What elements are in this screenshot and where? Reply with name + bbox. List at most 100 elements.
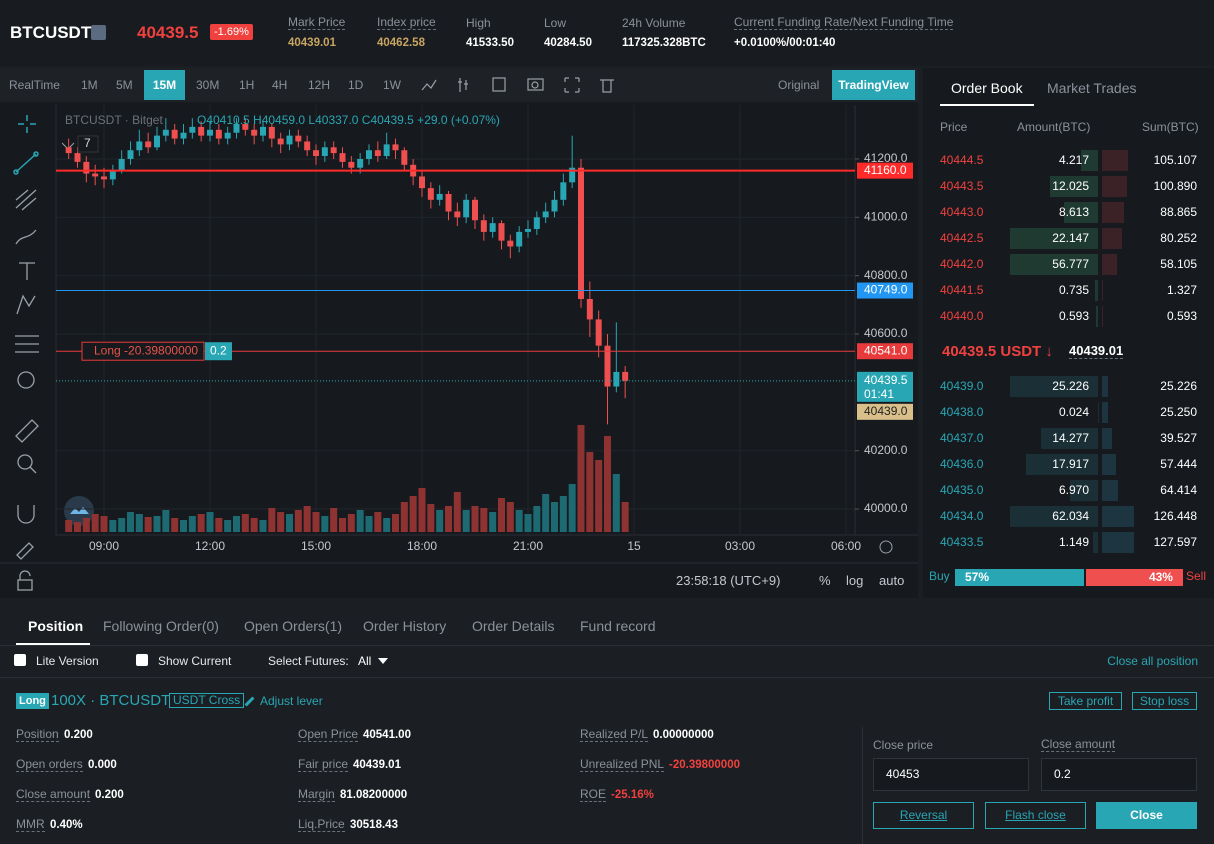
field-label: Open Price	[298, 727, 359, 742]
amount-depth-bar	[1010, 376, 1098, 397]
flash-close-button[interactable]: Flash close	[985, 802, 1086, 829]
book-amount: 6.970	[1058, 483, 1089, 497]
candle-body	[171, 129, 178, 139]
auto-toggle[interactable]: auto	[879, 573, 905, 588]
book-amount: 56.777	[1052, 257, 1089, 271]
adjust-lever[interactable]: Adjust lever	[260, 694, 323, 708]
book-price[interactable]: 40443.0	[940, 205, 984, 219]
book-price[interactable]: 40442.5	[940, 231, 984, 245]
volume-bar	[542, 494, 550, 532]
interval-button[interactable]: 12H	[308, 78, 331, 92]
candle-body	[321, 147, 328, 157]
book-price[interactable]: 40437.0	[940, 431, 984, 445]
futures-select[interactable]: All	[358, 654, 372, 668]
close-all[interactable]: Close all position	[1107, 654, 1198, 668]
interval-button[interactable]: 1D	[348, 78, 364, 92]
y-tick-label: 40800.0	[864, 268, 908, 282]
interval-button[interactable]: 1M	[81, 78, 98, 92]
book-amount: 0.024	[1058, 405, 1089, 419]
book-price[interactable]: 40435.0	[940, 483, 984, 497]
amount-depth-bar	[1063, 202, 1098, 223]
interval-button[interactable]: 1H	[239, 78, 255, 92]
close-price-input[interactable]: 40453	[873, 758, 1029, 791]
mid-price: 40439.5 USDT ↓	[942, 343, 1053, 360]
position-tab[interactable]: Order Details	[472, 618, 555, 634]
volume-bar	[65, 520, 73, 532]
interval-button[interactable]: RealTime	[9, 78, 60, 92]
column-header: Price	[940, 120, 968, 134]
book-tab[interactable]: Market Trades	[1047, 80, 1137, 96]
sum-depth-bar	[1102, 428, 1112, 449]
position-tab[interactable]: Fund record	[580, 618, 656, 634]
amount-depth-bar	[1010, 254, 1098, 275]
position-tab[interactable]: Position	[28, 618, 84, 634]
candle-body	[401, 150, 408, 165]
volume-bar	[577, 425, 585, 532]
volume-bar	[559, 496, 567, 532]
symbol: BTCUSDT	[10, 23, 92, 42]
y-tick-label: 40000.0	[864, 501, 908, 515]
book-price[interactable]: 40439.0	[940, 379, 984, 393]
book-sum: 25.250	[1160, 405, 1197, 419]
stat-label: High	[466, 16, 491, 30]
book-price[interactable]: 40444.5	[940, 153, 984, 167]
toolbar-icons[interactable]	[421, 77, 614, 93]
close-amount-input[interactable]: 0.2	[1041, 758, 1197, 791]
book-amount: 17.917	[1052, 457, 1089, 471]
candle-body	[569, 167, 576, 183]
reversal-button[interactable]: Reversal	[873, 802, 974, 829]
position-label: Long -20.39800000	[94, 343, 198, 357]
book-tab[interactable]: Order Book	[951, 80, 1023, 96]
book-price[interactable]: 40441.5	[940, 283, 984, 297]
book-sum: 1.327	[1166, 283, 1197, 297]
close-button[interactable]: Close	[1096, 802, 1197, 829]
symbol-dropdown[interactable]	[91, 25, 106, 40]
position-tab[interactable]: Order History	[363, 618, 447, 634]
x-tick-label: 03:00	[725, 539, 755, 553]
stop-loss[interactable]: Stop loss	[1132, 692, 1197, 710]
book-price[interactable]: 40433.5	[940, 535, 984, 549]
log-toggle[interactable]: log	[846, 573, 864, 588]
book-price[interactable]: 40442.0	[940, 257, 984, 271]
settings-icon[interactable]	[879, 540, 893, 554]
interval-button[interactable]: 15M	[144, 70, 185, 100]
view-button[interactable]: TradingView	[832, 70, 915, 100]
book-price[interactable]: 40440.0	[940, 309, 984, 323]
price-line-label: 41160.0	[864, 163, 907, 177]
tool-icons[interactable]	[15, 189, 39, 591]
percent-toggle[interactable]: %	[819, 573, 831, 588]
volume-bar	[604, 436, 611, 532]
position-tab[interactable]: Open Orders(1)	[244, 618, 343, 634]
candle-body	[215, 129, 222, 139]
volume-bar	[427, 504, 435, 532]
candle-body	[251, 129, 258, 136]
volume-bar	[551, 502, 558, 532]
interval-button[interactable]: 4H	[272, 78, 288, 92]
interval-button[interactable]: 30M	[196, 78, 220, 92]
take-profit[interactable]: Take profit	[1049, 692, 1122, 710]
field-label: Open orders	[16, 757, 83, 772]
candle-body	[525, 228, 531, 232]
candle-body	[383, 144, 390, 157]
drawing-tools[interactable]	[13, 115, 39, 175]
book-price[interactable]: 40438.0	[940, 405, 984, 419]
checkbox[interactable]	[136, 654, 148, 666]
chart-legend: BTCUSDT · Bitget	[65, 113, 163, 127]
interval-button[interactable]: 5M	[116, 78, 133, 92]
candle-body	[551, 199, 558, 212]
volume-bar	[91, 514, 99, 532]
position-tab[interactable]: Following Order(0)	[103, 618, 219, 634]
checkbox[interactable]	[14, 654, 26, 666]
amount-depth-bar	[1070, 480, 1098, 501]
candle-body	[189, 126, 196, 133]
book-price[interactable]: 40443.5	[940, 179, 984, 193]
candle-body	[578, 167, 584, 299]
position-size: 0.2	[210, 343, 227, 357]
view-button[interactable]: Original	[778, 78, 820, 92]
volume-bar	[127, 512, 134, 532]
book-price[interactable]: 40436.0	[940, 457, 984, 471]
interval-button[interactable]: 1W	[383, 78, 401, 92]
amount-depth-bar	[1095, 280, 1098, 301]
book-price[interactable]: 40434.0	[940, 509, 984, 523]
stat-label: Low	[544, 16, 567, 30]
